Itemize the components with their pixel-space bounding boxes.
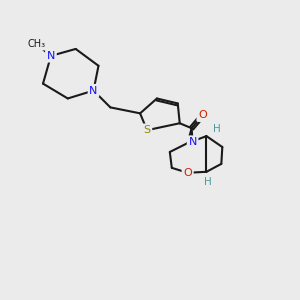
Text: N: N [188,137,197,147]
Text: H: H [212,124,220,134]
Text: S: S [143,125,151,135]
Text: O: O [183,168,192,178]
Text: H: H [204,177,211,187]
Text: O: O [198,110,207,120]
Text: N: N [89,85,98,96]
Text: N: N [47,51,55,61]
Text: CH₃: CH₃ [27,39,45,49]
